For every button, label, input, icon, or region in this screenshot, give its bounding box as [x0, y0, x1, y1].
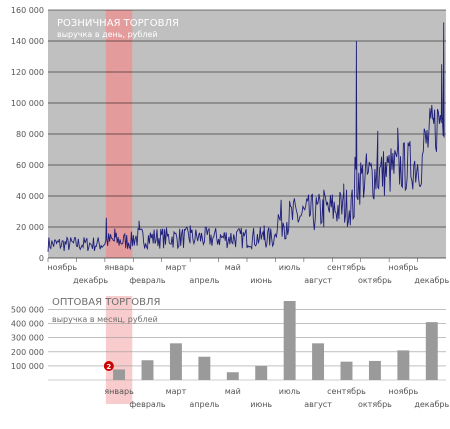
wholesale-x-tick-label: февраль: [129, 400, 166, 409]
retail-x-tick-label: февраль: [129, 276, 166, 285]
wholesale-y-tick-label: 300 000: [11, 334, 44, 343]
retail-x-tick-label: октябрь: [358, 276, 392, 285]
wholesale-bar: [283, 301, 296, 380]
wholesale-bar: [425, 322, 438, 380]
wholesale-bar: [255, 365, 268, 380]
wholesale-y-tick-label: 200 000: [11, 348, 44, 357]
retail-x-tick-label: июль: [279, 263, 301, 272]
retail-y-tick-label: 140 000: [11, 37, 44, 46]
retail-y-tick-label: 0: [39, 254, 44, 263]
wholesale-x-tick-label: март: [166, 387, 187, 396]
retail-revenue-line: [47, 22, 445, 252]
retail-x-tick-label: сентябрь: [327, 263, 366, 272]
wholesale-chart-title: ОПТОВАЯ ТОРГОВЛЯ: [52, 297, 161, 308]
retail-chart-title: РОЗНИЧНАЯ ТОРГОВЛЯ: [57, 18, 179, 29]
retail-x-tick-label: апрель: [189, 276, 219, 285]
retail-y-tick-label: 40 000: [16, 192, 44, 201]
retail-y-tick-labels: 0 20 000 40 000 60 000 80 000 100 000 120 000 1…: [11, 6, 44, 263]
wholesale-bar: [169, 343, 182, 380]
wholesale-bar: [226, 372, 239, 380]
wholesale-bar: [340, 361, 353, 380]
wholesale-bar: [198, 356, 211, 380]
wholesale-bars: [113, 301, 438, 380]
wholesale-y-tick-label: 500 000: [11, 305, 44, 314]
retail-y-tick-label: 20 000: [16, 223, 44, 232]
wholesale-y-tick-labels: 100 000 200 000 300 000 400 000 500 000: [11, 305, 44, 370]
retail-y-tick-label: 160 000: [11, 6, 44, 15]
wholesale-bar: [368, 360, 381, 380]
retail-x-tick-label: март: [166, 263, 187, 272]
retail-x-tick-label: январь: [104, 263, 134, 272]
retail-x-tick-label: май: [225, 263, 241, 272]
wholesale-x-tick-label: сентябрь: [327, 387, 366, 396]
retail-x-tick-label: август: [304, 276, 332, 285]
retail-y-tick-label: 60 000: [16, 161, 44, 170]
wholesale-highlight-band: [105, 296, 133, 404]
wholesale-bar: [113, 369, 126, 380]
wholesale-chart-subtitle: выручка в месяц, рублей: [52, 315, 158, 324]
wholesale-x-tick-label: ноябрь: [389, 387, 419, 396]
retail-y-tick-label: 100 000: [11, 99, 44, 108]
wholesale-marker-dot: [103, 361, 114, 371]
retail-y-tick-label: 80 000: [16, 130, 44, 139]
retail-chart-subtitle: выручка в день, рублей: [57, 30, 158, 39]
retail-x-tick-label: ноябрь: [47, 263, 77, 272]
retail-x-tick-label: июнь: [250, 276, 272, 285]
retail-x-tick-label: декабрь: [73, 276, 108, 285]
wholesale-y-tick-label: 100 000: [11, 362, 44, 371]
retail-gridlines: [48, 9, 446, 259]
retail-x-tick-labels: ноябрьдекабрьянварьфевральмартапрельмайи…: [47, 258, 450, 285]
wholesale-x-tick-label: июнь: [250, 400, 272, 409]
wholesale-marker: 2: [103, 361, 114, 371]
wholesale-x-tick-label: декабрь: [414, 400, 449, 409]
wholesale-x-tick-label: май: [225, 387, 241, 396]
wholesale-bar: [397, 350, 410, 380]
wholesale-x-tick-label: июль: [279, 387, 301, 396]
retail-y-tick-label: 120 000: [11, 68, 44, 77]
wholesale-bar: [141, 360, 154, 380]
retail-x-tick-label: декабрь: [414, 276, 449, 285]
wholesale-x-tick-label: октябрь: [358, 400, 392, 409]
wholesale-x-tick-label: апрель: [189, 400, 219, 409]
wholesale-marker-label: 2: [106, 363, 111, 371]
wholesale-bar: [312, 343, 325, 380]
wholesale-y-tick-label: 400 000: [11, 320, 44, 329]
retail-x-tick-label: ноябрь: [389, 263, 419, 272]
wholesale-x-tick-label: август: [304, 400, 332, 409]
wholesale-x-tick-label: январь: [104, 387, 134, 396]
